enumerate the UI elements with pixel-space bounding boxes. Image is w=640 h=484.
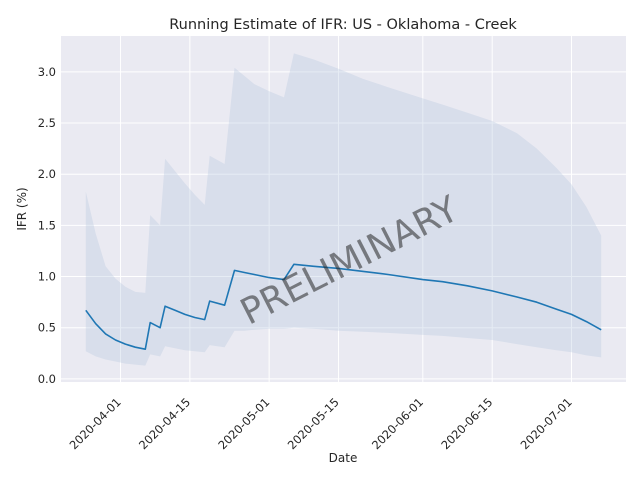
grid-lines [61, 36, 626, 382]
y-tick-label: 0.0 [38, 372, 56, 386]
x-tick-label: 2020-04-15 [136, 395, 193, 452]
x-tick-label: 2020-07-01 [518, 395, 575, 452]
y-tick-label: 2.0 [38, 167, 56, 181]
ifr-line-layer [85, 263, 602, 351]
y-axis-label: IFR (%) [15, 187, 29, 230]
x-tick-label: 2020-06-15 [438, 395, 495, 452]
y-tick-label: 3.0 [38, 65, 56, 79]
ifr-series-line [85, 263, 602, 351]
x-axis-label: Date [329, 451, 358, 465]
y-tick-label: 1.5 [38, 218, 56, 232]
x-tick-label: 2020-05-01 [215, 395, 272, 452]
x-axis-ticks: 2020-04-01 2020-04-15 2020-05-01 2020-05-15… [67, 395, 575, 452]
y-tick-label: 2.5 [38, 116, 56, 130]
chart-title: Running Estimate of IFR: US - Oklahoma -… [169, 17, 517, 33]
x-tick-label: 2020-04-01 [67, 395, 124, 452]
x-tick-label: 2020-06-01 [369, 395, 426, 452]
y-tick-label: 1.0 [38, 270, 56, 284]
y-tick-label: 0.5 [38, 321, 56, 335]
y-axis-ticks: 0.0 0.5 1.0 1.5 2.0 2.5 3.0 [38, 65, 56, 386]
x-tick-label: 2020-05-15 [285, 395, 342, 452]
